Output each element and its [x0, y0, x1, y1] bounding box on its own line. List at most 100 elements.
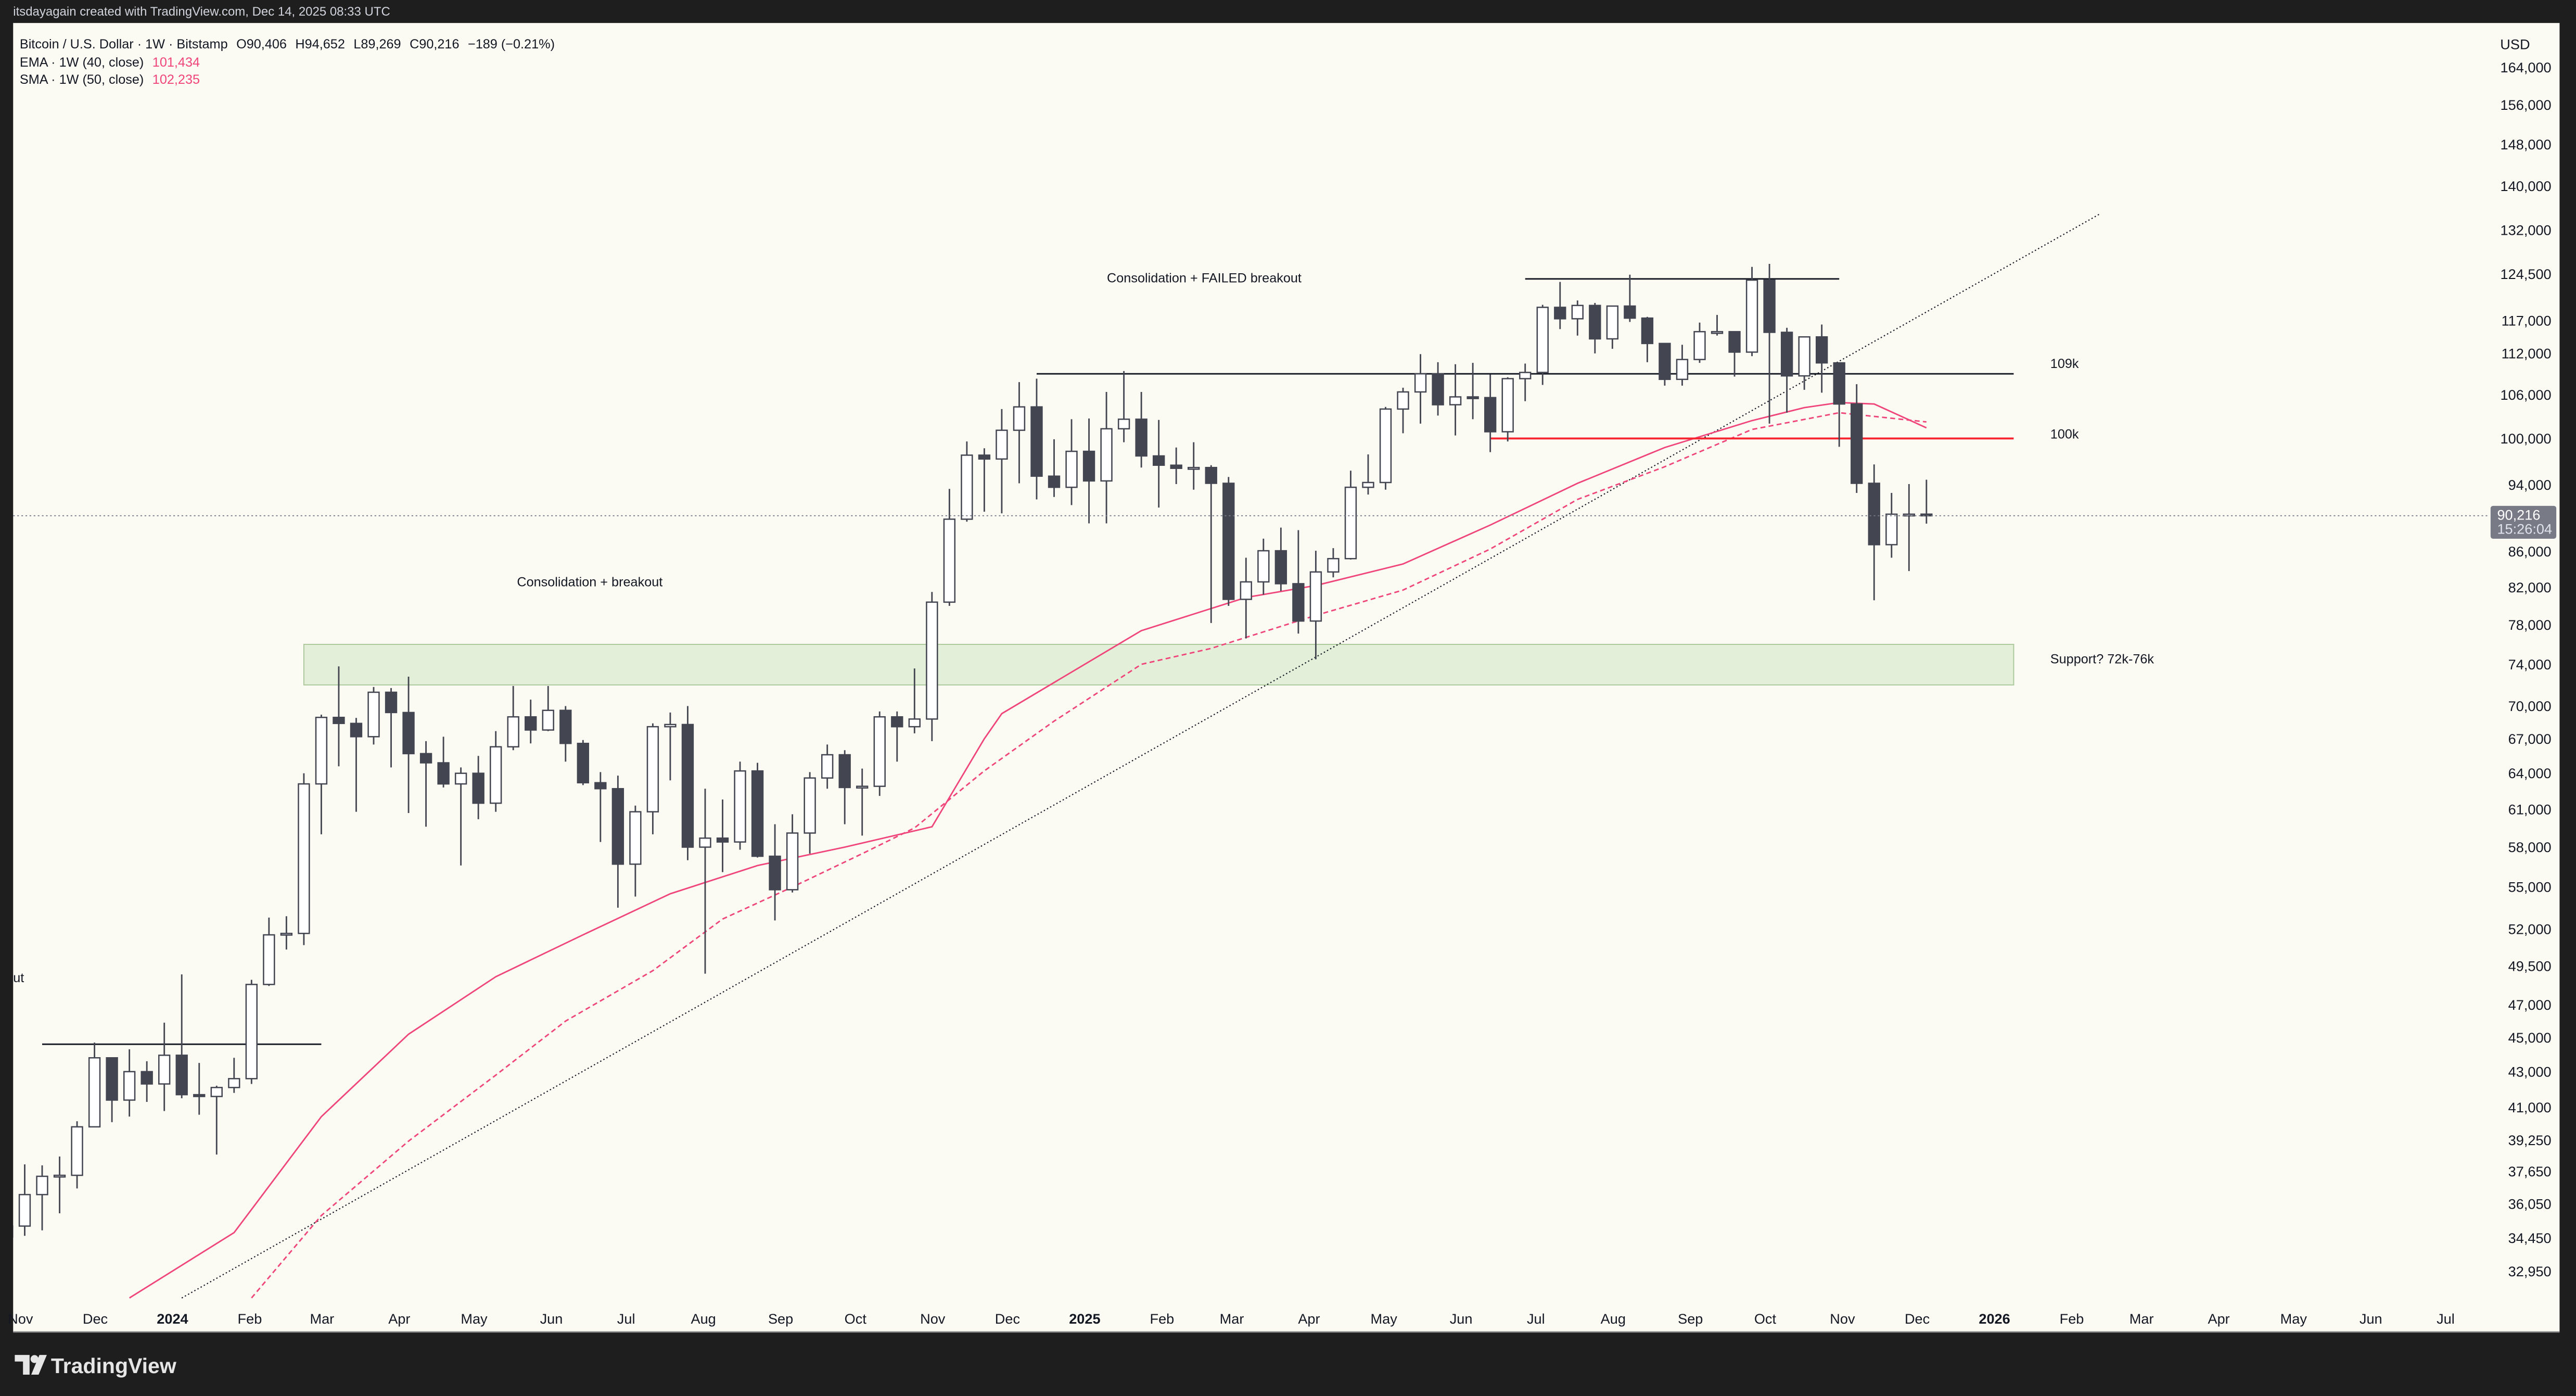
legend-change: −189 (−0.21%): [468, 37, 555, 52]
candle: [1397, 387, 1409, 434]
annotation-consolidation-failed[interactable]: Consolidation + FAILED breakout: [1107, 271, 1302, 286]
time-tick-label: Nov: [920, 1311, 946, 1327]
price-tick-label: 67,000: [2508, 731, 2552, 747]
candle-body: [856, 785, 869, 789]
price-tick-label: 156,000: [2501, 97, 2552, 113]
candle: [1571, 300, 1584, 336]
time-tick-label: Feb: [238, 1311, 262, 1327]
legend-ema-row[interactable]: EMA · 1W (40, close) 101,434: [20, 55, 200, 70]
candle: [1554, 282, 1566, 329]
price-tick-label: 55,000: [2508, 879, 2552, 895]
candle: [734, 762, 746, 850]
time-tick-label: Feb: [1150, 1311, 1175, 1327]
legend-ema-value: 101,434: [152, 55, 200, 70]
candle: [1344, 471, 1357, 560]
legend-symbol-row[interactable]: Bitcoin / U.S. Dollar · 1W · Bitstamp O9…: [20, 37, 555, 52]
candle: [36, 1165, 48, 1230]
candle-body: [402, 712, 415, 755]
time-tick-label: Mar: [2129, 1311, 2154, 1327]
label-109k[interactable]: 109k: [2050, 357, 2079, 371]
time-tick-label: Nov: [1830, 1311, 1855, 1327]
candle: [1589, 303, 1601, 354]
legend-ema-label: EMA · 1W (40, close): [20, 55, 144, 70]
candle: [961, 441, 973, 522]
support-zone-layer: [303, 644, 2014, 686]
candle: [1152, 420, 1165, 508]
candle: [699, 789, 711, 974]
label-support[interactable]: Support? 72k-76k: [2050, 652, 2154, 667]
label-100k[interactable]: 100k: [2050, 427, 2079, 441]
candle-body: [1606, 305, 1619, 340]
candle: [333, 666, 345, 767]
candle-body: [193, 1094, 206, 1097]
time-tick-label: Jun: [540, 1311, 563, 1327]
candle-body: [1728, 331, 1741, 353]
candle-body: [263, 934, 275, 985]
candle-body: [123, 1071, 136, 1101]
candle-body: [454, 772, 467, 785]
candle-body: [507, 716, 519, 748]
candle-body: [699, 837, 711, 848]
price-tick-label: 140,000: [2501, 178, 2552, 194]
candle: [1920, 479, 1933, 524]
price-tick-label: 124,500: [2501, 266, 2552, 282]
time-tick-label: May: [461, 1311, 488, 1327]
price-tick-label: 106,000: [2501, 387, 2552, 403]
candle: [1188, 442, 1200, 490]
candle: [193, 1063, 206, 1115]
annotation-cut[interactable]: ut: [13, 971, 24, 985]
candle-body: [716, 837, 729, 843]
annotation-consolidation-breakout[interactable]: Consolidation + breakout: [517, 575, 662, 589]
trendline: [181, 212, 2101, 1299]
time-axis[interactable]: Nov Dec 2024 Feb Mar Apr May Jun Jul Aug Sep Oct Nov…: [8, 1311, 2455, 1327]
candle-body: [350, 722, 363, 738]
candle-body: [1048, 475, 1061, 488]
currency-label: USD: [2500, 36, 2530, 53]
candle-body: [71, 1126, 83, 1176]
price-tick-label: 41,000: [2508, 1099, 2552, 1115]
candle: [367, 687, 380, 745]
candle: [1676, 345, 1689, 386]
candle-body: [1711, 331, 1724, 334]
candle-body: [1676, 359, 1689, 380]
candle: [1170, 447, 1182, 485]
candle-body: [1815, 336, 1828, 364]
legend-low: L89,269: [353, 37, 401, 52]
tradingview-logo-text: TradingView: [51, 1354, 176, 1378]
price-tick-label: 86,000: [2508, 543, 2552, 560]
candles-layer: [13, 263, 1933, 1238]
time-tick-label: 2024: [157, 1311, 188, 1327]
candle: [594, 772, 607, 842]
time-tick-label: Mar: [1220, 1311, 1244, 1327]
price-tick-label: 61,000: [2508, 801, 2552, 817]
candle-body: [1745, 279, 1758, 353]
candle: [228, 1058, 240, 1093]
candle-body: [1833, 362, 1845, 405]
price-axis[interactable]: USD 164,000 156,000 148,000 140,000 132,000 1…: [2500, 36, 2551, 1279]
candle-body: [769, 855, 781, 891]
candle-body: [1466, 396, 1479, 399]
candle-body: [577, 742, 589, 784]
legend-sma-row[interactable]: SMA · 1W (50, close) 102,235: [20, 72, 200, 87]
tradingview-logo[interactable]: TradingView: [15, 1354, 176, 1378]
candle: [1030, 378, 1043, 500]
candle-body: [333, 717, 345, 725]
support-zone-rect: [303, 644, 2014, 686]
candle: [646, 723, 659, 834]
time-tick-label: Aug: [1601, 1311, 1626, 1327]
price-tick-label: 82,000: [2508, 579, 2552, 595]
candle: [821, 744, 834, 789]
candle: [1536, 304, 1549, 385]
time-tick-label: Dec: [995, 1311, 1020, 1327]
candle: [943, 489, 956, 606]
candle-body: [891, 716, 903, 728]
price-tick-label: 45,000: [2508, 1030, 2552, 1046]
time-tick-label: Feb: [2060, 1311, 2084, 1327]
candle-body: [525, 716, 537, 731]
candle-body: [1205, 466, 1217, 484]
last-price-value: 90,216: [2497, 507, 2540, 523]
price-tick-label: 39,250: [2508, 1132, 2552, 1148]
price-tick-label: 43,000: [2508, 1063, 2552, 1080]
candle-body: [1484, 397, 1497, 433]
legend-high: H94,652: [295, 37, 345, 52]
